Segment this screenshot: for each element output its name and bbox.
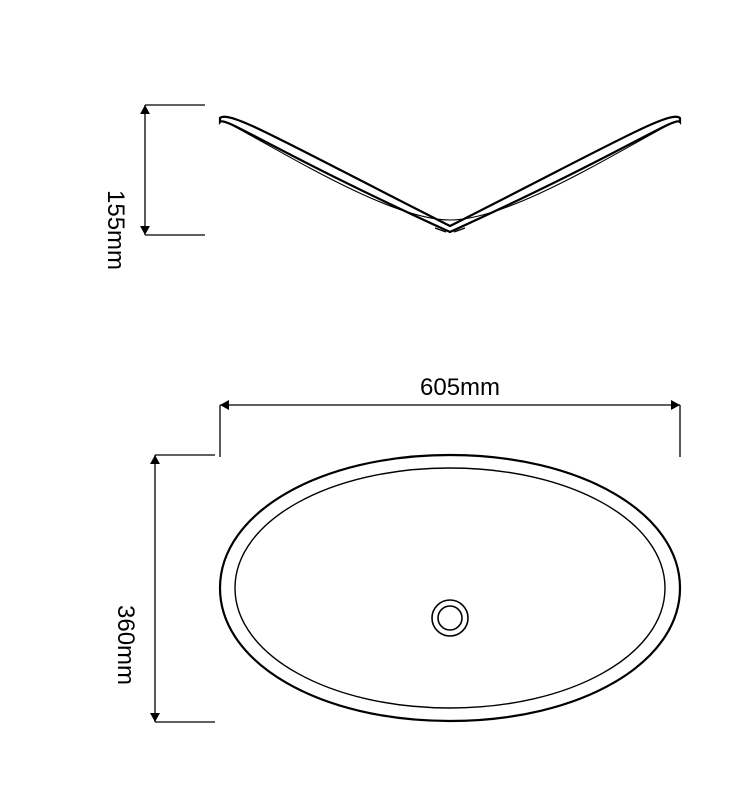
dimension-label: 605mm	[420, 374, 500, 401]
top-view-inner	[235, 468, 665, 708]
dimension-label: 155mm	[102, 190, 129, 270]
drain-inner	[438, 606, 462, 630]
technical-drawing: 155mm 605mm 360mm	[0, 0, 752, 800]
dimension-label: 360mm	[112, 605, 139, 685]
side-view-outline	[220, 117, 680, 232]
top-view-outer	[220, 455, 680, 721]
